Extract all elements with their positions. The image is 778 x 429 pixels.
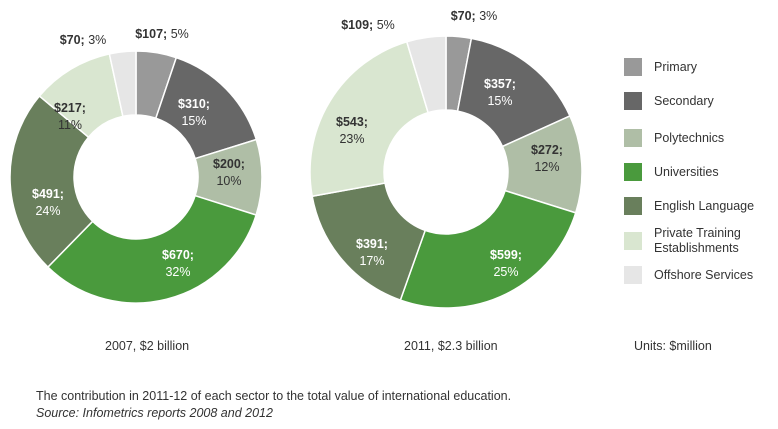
legend-label-private-training: Private Training Establishments xyxy=(654,226,741,255)
slice-2011-private-training xyxy=(309,40,430,198)
legend-swatch-universities xyxy=(624,163,642,181)
label-2011-private-training: $543; 23% xyxy=(336,115,368,146)
legend-item-english-language: English Language xyxy=(624,197,774,215)
slice-2007-universities xyxy=(46,194,258,304)
legend-swatch-secondary xyxy=(624,92,642,110)
legend-swatch-polytechnics xyxy=(624,129,642,147)
slice-2011-english-language xyxy=(311,182,427,302)
label-2011-offshore-services: $109; 5% xyxy=(341,18,395,32)
units-label: Units: $million xyxy=(634,339,712,353)
legend-label-universities: Universities xyxy=(654,164,719,179)
legend-item-secondary: Secondary xyxy=(624,92,774,110)
legend-swatch-primary xyxy=(624,58,642,76)
slice-2011-offshore-services xyxy=(405,35,447,114)
legend-label-offshore-services: Offshore Services xyxy=(654,267,754,282)
legend-swatch-english-language xyxy=(624,197,642,215)
legend-item-primary: Primary xyxy=(624,58,774,76)
chart-2007-title: 2007, $2 billion xyxy=(105,339,190,353)
legend-swatch-offshore-services xyxy=(624,266,642,284)
label-2007-secondary: $310; 15% xyxy=(178,97,210,128)
label-2007-universities: $670; 32% xyxy=(162,248,194,279)
label-2007-primary: $107; 5% xyxy=(135,27,189,41)
slice-2007-offshore-services xyxy=(108,50,137,118)
legend-label-primary: Primary xyxy=(654,59,698,74)
label-2007-polytechnics: $200; 10% xyxy=(213,157,245,188)
label-2011-universities: $599; 25% xyxy=(490,248,522,279)
legend-item-private-training: Private Training Establishments xyxy=(624,226,774,256)
legend-label-english-language: English Language xyxy=(654,198,755,213)
label-2007-english-language: $491; 24% xyxy=(32,187,64,218)
label-2011-english-language: $391; 17% xyxy=(356,237,388,268)
legend-item-universities: Universities xyxy=(624,163,774,181)
legend-label-secondary: Secondary xyxy=(654,93,714,108)
legend-swatch-private-training xyxy=(624,232,642,250)
label-2011-secondary: $357; 15% xyxy=(484,77,516,108)
label-2011-primary: $70; 3% xyxy=(451,9,498,23)
label-2007-offshore-services: $70; 3% xyxy=(60,33,107,47)
chart-2011-title: 2011, $2.3 billion xyxy=(404,339,498,353)
legend-item-polytechnics: Polytechnics xyxy=(624,129,774,147)
footnote: The contribution in 2011-12 of each sect… xyxy=(36,389,512,403)
label-2007-private-training: $217; 11% xyxy=(54,101,86,132)
source-note: Source: Infometrics reports 2008 and 201… xyxy=(36,406,273,420)
legend-item-offshore-services: Offshore Services xyxy=(624,266,774,284)
slice-2007-english-language xyxy=(9,95,94,269)
slice-2011-universities xyxy=(399,189,577,309)
label-2011-polytechnics: $272; 12% xyxy=(531,143,563,174)
legend-label-polytechnics: Polytechnics xyxy=(654,130,725,145)
